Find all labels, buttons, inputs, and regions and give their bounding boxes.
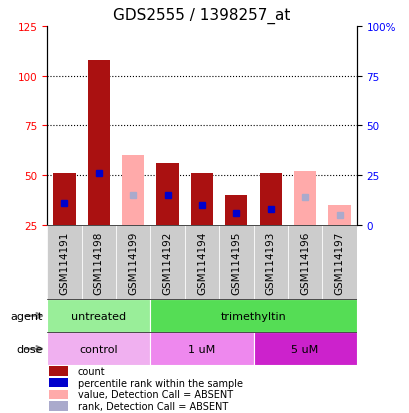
Text: trimethyltin: trimethyltin	[220, 311, 286, 321]
Bar	[150, 225, 184, 299]
Text: GSM114191: GSM114191	[59, 230, 69, 294]
Title: GDS2555 / 1398257_at: GDS2555 / 1398257_at	[113, 8, 290, 24]
Bar	[184, 225, 218, 299]
Bar	[53, 173, 75, 225]
Bar	[328, 205, 350, 225]
Bar	[225, 195, 247, 225]
Bar	[293, 171, 315, 225]
Text: untreated: untreated	[71, 311, 126, 321]
Bar	[121, 156, 144, 225]
Bar	[49, 390, 67, 399]
Bar	[47, 225, 81, 299]
Text: value, Detection Call = ABSENT: value, Detection Call = ABSENT	[78, 389, 232, 399]
Bar	[259, 173, 281, 225]
Text: 1 uM: 1 uM	[188, 344, 215, 354]
Bar	[150, 332, 253, 366]
Text: GSM114196: GSM114196	[299, 230, 309, 294]
Bar	[49, 366, 67, 376]
Bar	[287, 225, 321, 299]
Text: agent: agent	[11, 311, 43, 321]
Bar	[150, 299, 356, 332]
Bar	[190, 173, 213, 225]
Bar	[156, 164, 178, 225]
Bar	[116, 225, 150, 299]
Text: percentile rank within the sample: percentile rank within the sample	[78, 377, 242, 388]
Bar	[253, 332, 356, 366]
Bar	[47, 299, 150, 332]
Text: GSM114199: GSM114199	[128, 230, 138, 294]
Bar	[218, 225, 253, 299]
Bar	[88, 61, 110, 225]
Bar	[81, 225, 116, 299]
Bar	[47, 332, 150, 366]
Bar	[49, 401, 67, 411]
Text: GSM114192: GSM114192	[162, 230, 172, 294]
Text: GSM114194: GSM114194	[196, 230, 207, 294]
Text: count: count	[78, 366, 105, 376]
Text: rank, Detection Call = ABSENT: rank, Detection Call = ABSENT	[78, 401, 227, 411]
Text: GSM114193: GSM114193	[265, 230, 275, 294]
Text: control: control	[79, 344, 118, 354]
Text: GSM114197: GSM114197	[334, 230, 344, 294]
Bar	[321, 225, 356, 299]
Bar	[49, 378, 67, 387]
Text: GSM114198: GSM114198	[94, 230, 103, 294]
Text: 5 uM: 5 uM	[291, 344, 318, 354]
Bar	[253, 225, 287, 299]
Text: GSM114195: GSM114195	[231, 230, 241, 294]
Text: dose: dose	[16, 344, 43, 354]
